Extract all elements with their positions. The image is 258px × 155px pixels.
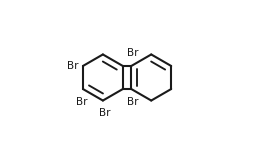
Text: Br: Br	[127, 48, 139, 58]
Text: Br: Br	[127, 97, 139, 107]
Text: Br: Br	[67, 61, 78, 71]
Text: Br: Br	[76, 97, 87, 107]
Text: Br: Br	[99, 108, 110, 118]
